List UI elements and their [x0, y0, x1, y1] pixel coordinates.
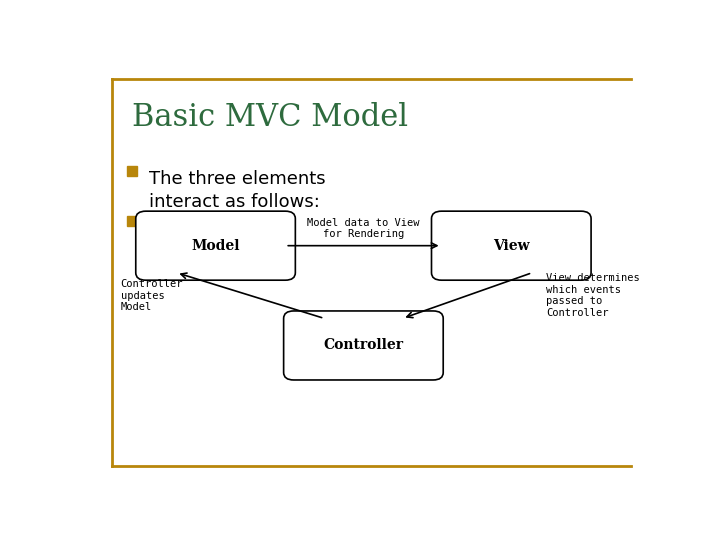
FancyBboxPatch shape — [431, 211, 591, 280]
Text: Basic MVC Model: Basic MVC Model — [132, 102, 408, 133]
FancyBboxPatch shape — [284, 311, 444, 380]
Text: Controller
updates
Model: Controller updates Model — [121, 279, 183, 312]
Text: View determines
which events
passed to
Controller: View determines which events passed to C… — [546, 273, 640, 318]
FancyBboxPatch shape — [136, 211, 295, 280]
Text: The MVC: The MVC — [148, 219, 237, 238]
Text: View: View — [493, 239, 530, 253]
Text: The three elements
interact as follows:: The three elements interact as follows: — [148, 170, 325, 211]
Text: Model: Model — [192, 239, 240, 253]
Text: Controller: Controller — [323, 339, 403, 353]
Text: Model data to View
for Rendering: Model data to View for Rendering — [307, 218, 420, 239]
